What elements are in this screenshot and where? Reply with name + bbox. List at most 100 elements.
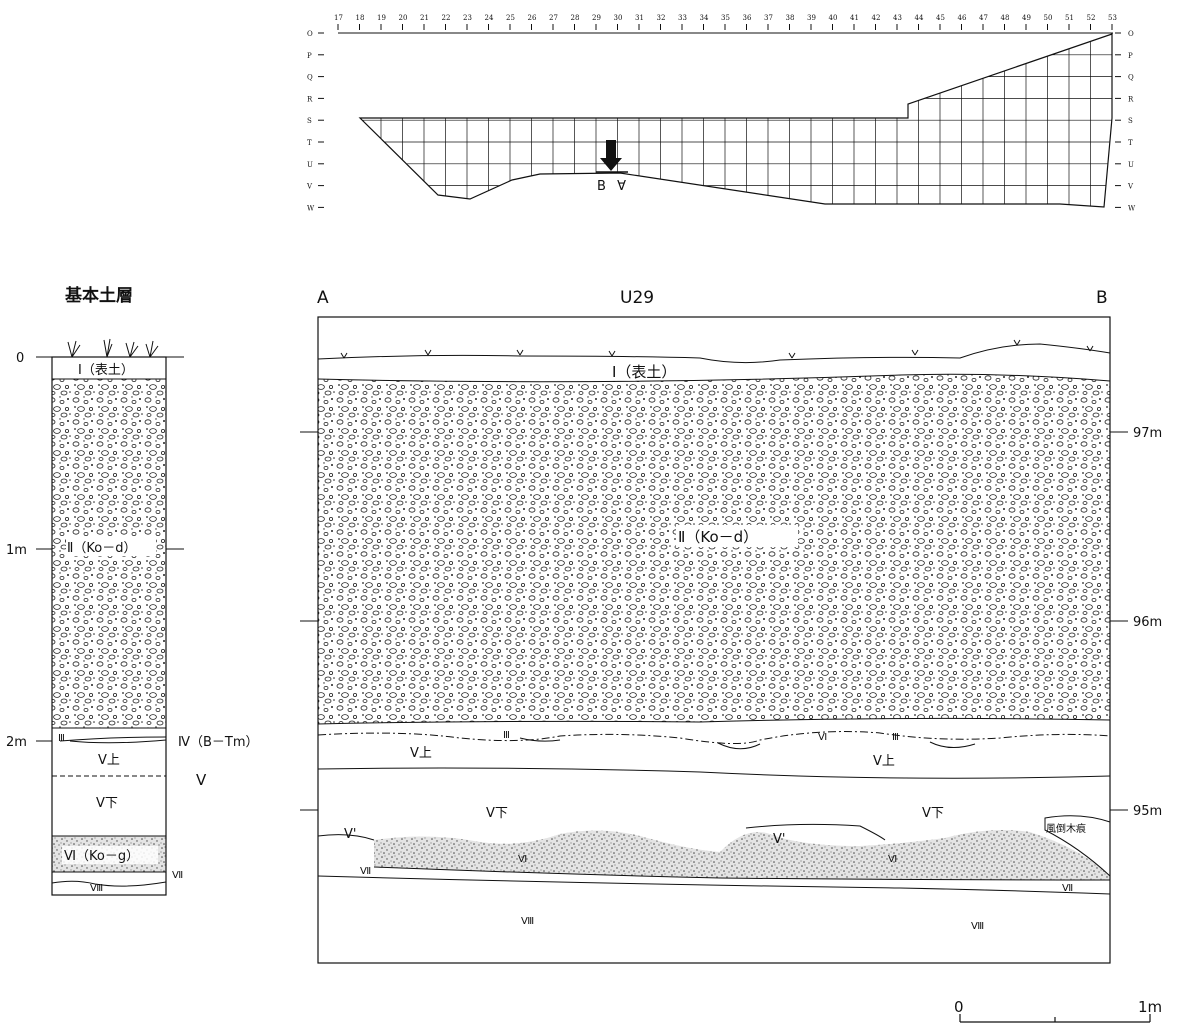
section-end-b: B bbox=[1096, 288, 1108, 308]
plan-row-left-O: O bbox=[307, 30, 313, 38]
sec-layer-v-prime-a: Ⅴ' bbox=[344, 827, 356, 842]
plan-x-tick-18: 18 bbox=[356, 14, 365, 22]
plan-x-tick-34: 34 bbox=[700, 14, 709, 22]
plan-marker-a: A bbox=[617, 176, 626, 191]
excavation-outline bbox=[358, 33, 1113, 208]
plan-x-tick-29: 29 bbox=[592, 14, 601, 22]
col-layer-ii: Ⅱ（Ko－d） bbox=[67, 541, 136, 556]
col-layer-iii: Ⅲ bbox=[58, 733, 65, 744]
col-layer-vi: Ⅵ（Ko－g） bbox=[64, 849, 139, 864]
scale-end: 1m bbox=[1138, 998, 1162, 1016]
sec-layer-vi-c: Ⅵ bbox=[888, 854, 897, 865]
plan-x-tick-25: 25 bbox=[506, 14, 515, 22]
plan-grid-cells bbox=[360, 34, 1112, 207]
sec-layer-v-lower-b: Ⅴ下 bbox=[922, 806, 944, 821]
depth-2m: 2m bbox=[6, 735, 27, 750]
plan-x-tick-37: 37 bbox=[764, 14, 773, 22]
col-layer-viii: Ⅷ bbox=[90, 883, 103, 894]
plan-x-tick-19: 19 bbox=[377, 14, 386, 22]
scale-start: 0 bbox=[954, 998, 964, 1016]
plan-x-tick-44: 44 bbox=[915, 14, 924, 22]
col-layer-vii: Ⅶ bbox=[172, 870, 183, 881]
col-layer-iv: Ⅳ（B－Tm） bbox=[178, 735, 259, 750]
sec-layer-v-prime-b: Ⅴ' bbox=[773, 832, 785, 847]
col-layer-i: Ⅰ（表土） bbox=[78, 363, 134, 378]
elevation-97m: 97m bbox=[1133, 426, 1162, 441]
plan-x-tick-40: 40 bbox=[829, 14, 838, 22]
plan-x-tick-17: 17 bbox=[334, 14, 343, 22]
elevation-96m: 96m bbox=[1133, 615, 1162, 630]
col-layer-v-upper: Ⅴ上 bbox=[98, 753, 120, 768]
plan-x-tick-45: 45 bbox=[936, 14, 945, 22]
plan-x-tick-27: 27 bbox=[549, 14, 558, 22]
elevation-95m: 95m bbox=[1133, 804, 1162, 819]
plan-x-tick-28: 28 bbox=[571, 14, 580, 22]
plan-x-tick-31: 31 bbox=[635, 14, 644, 22]
sec-layer-i: Ⅰ（表土） bbox=[612, 363, 676, 381]
plan-row-left-V: V bbox=[306, 183, 313, 191]
plan-x-tick-43: 43 bbox=[893, 14, 902, 22]
section-title: U29 bbox=[620, 288, 654, 308]
section-end-a: A bbox=[317, 288, 329, 308]
plan-row-left-R: R bbox=[307, 95, 313, 103]
plan-row-left-W: W bbox=[307, 204, 315, 212]
plan-row-right-P: P bbox=[1128, 52, 1133, 60]
sec-layer-viii-b: Ⅷ bbox=[971, 921, 984, 932]
plan-row-left-Q: Q bbox=[307, 74, 313, 82]
section-grass-icon bbox=[340, 339, 1094, 359]
plan-x-tick-26: 26 bbox=[528, 14, 537, 22]
sec-layer-ii: Ⅱ（Ko－d） bbox=[678, 528, 758, 546]
grass-icon bbox=[67, 338, 159, 358]
sec-layer-vi-a: Ⅵ bbox=[818, 732, 827, 743]
windthrow-label: 風倒木痕 bbox=[1046, 822, 1086, 835]
plan-row-right-V: V bbox=[1127, 183, 1134, 191]
plan-row-left-S: S bbox=[307, 117, 312, 125]
plan-row-labels: O O P P Q Q R R S S T T U U V V W W bbox=[306, 30, 1136, 212]
plan-x-tick-51: 51 bbox=[1065, 14, 1074, 22]
plan-row-right-O: O bbox=[1128, 30, 1134, 38]
plan-x-tick-33: 33 bbox=[678, 14, 687, 22]
plan-x-tick-30: 30 bbox=[614, 14, 623, 22]
sec-layer-iii-a: Ⅲ bbox=[503, 730, 510, 741]
plan-row-left-P: P bbox=[307, 52, 312, 60]
sec-layer-vi-b: Ⅵ bbox=[518, 854, 527, 865]
plan-row-left-U: U bbox=[307, 161, 313, 169]
sec-layer-vii-a: Ⅶ bbox=[360, 866, 371, 877]
plan-x-tick-38: 38 bbox=[786, 14, 795, 22]
plan-x-tick-36: 36 bbox=[743, 14, 752, 22]
plan-x-tick-52: 52 bbox=[1087, 14, 1096, 22]
plan-x-tick-48: 48 bbox=[1001, 14, 1010, 22]
plan-x-tick-41: 41 bbox=[850, 14, 859, 22]
plan-x-tick-23: 23 bbox=[463, 14, 472, 22]
plan-x-tick-50: 50 bbox=[1044, 14, 1053, 22]
plan-row-right-Q: Q bbox=[1128, 74, 1134, 82]
plan-x-tick-24: 24 bbox=[485, 14, 494, 22]
plan-x-tick-42: 42 bbox=[872, 14, 881, 22]
section-profile: U29 A B bbox=[300, 288, 1162, 964]
plan-x-ticks: 17 18 19 20 21 22 23 24 25 26 27 28 29 30 31 32 33 34 35 36… bbox=[334, 14, 1117, 30]
depth-0: 0 bbox=[16, 351, 24, 366]
sec-layer-v-lower-a: Ⅴ下 bbox=[486, 806, 508, 821]
plan-row-right-U: U bbox=[1128, 161, 1134, 169]
plan-row-left-T: T bbox=[307, 139, 312, 147]
plan-x-tick-21: 21 bbox=[420, 14, 429, 22]
section-arrow-icon bbox=[600, 140, 622, 171]
plan-row-right-T: T bbox=[1128, 139, 1133, 147]
col-layer-v: Ⅴ bbox=[196, 771, 207, 789]
plan-x-tick-20: 20 bbox=[399, 14, 408, 22]
sec-layer-viii-a: Ⅷ bbox=[521, 916, 534, 927]
grid-plan: 17 18 19 20 21 22 23 24 25 26 27 28 29 30 31 32 33 34 35 36… bbox=[306, 14, 1136, 212]
plan-marker-b: B bbox=[597, 179, 606, 194]
plan-x-tick-46: 46 bbox=[958, 14, 967, 22]
sec-layer-vii-b: Ⅶ bbox=[1062, 883, 1073, 894]
plan-x-tick-53: 53 bbox=[1108, 14, 1117, 22]
column-title: 基本土層 bbox=[64, 285, 133, 306]
sec-layer-iii-b: Ⅲ bbox=[892, 732, 899, 743]
plan-x-tick-47: 47 bbox=[979, 14, 988, 22]
plan-x-tick-39: 39 bbox=[807, 14, 816, 22]
plan-row-right-W: W bbox=[1128, 204, 1136, 212]
basic-soil-column: 基本土層 0 1m 2m Ⅰ（表土） Ⅱ（Ko－d） bbox=[6, 285, 259, 896]
plan-row-right-S: S bbox=[1128, 117, 1133, 125]
plan-x-tick-22: 22 bbox=[442, 14, 451, 22]
